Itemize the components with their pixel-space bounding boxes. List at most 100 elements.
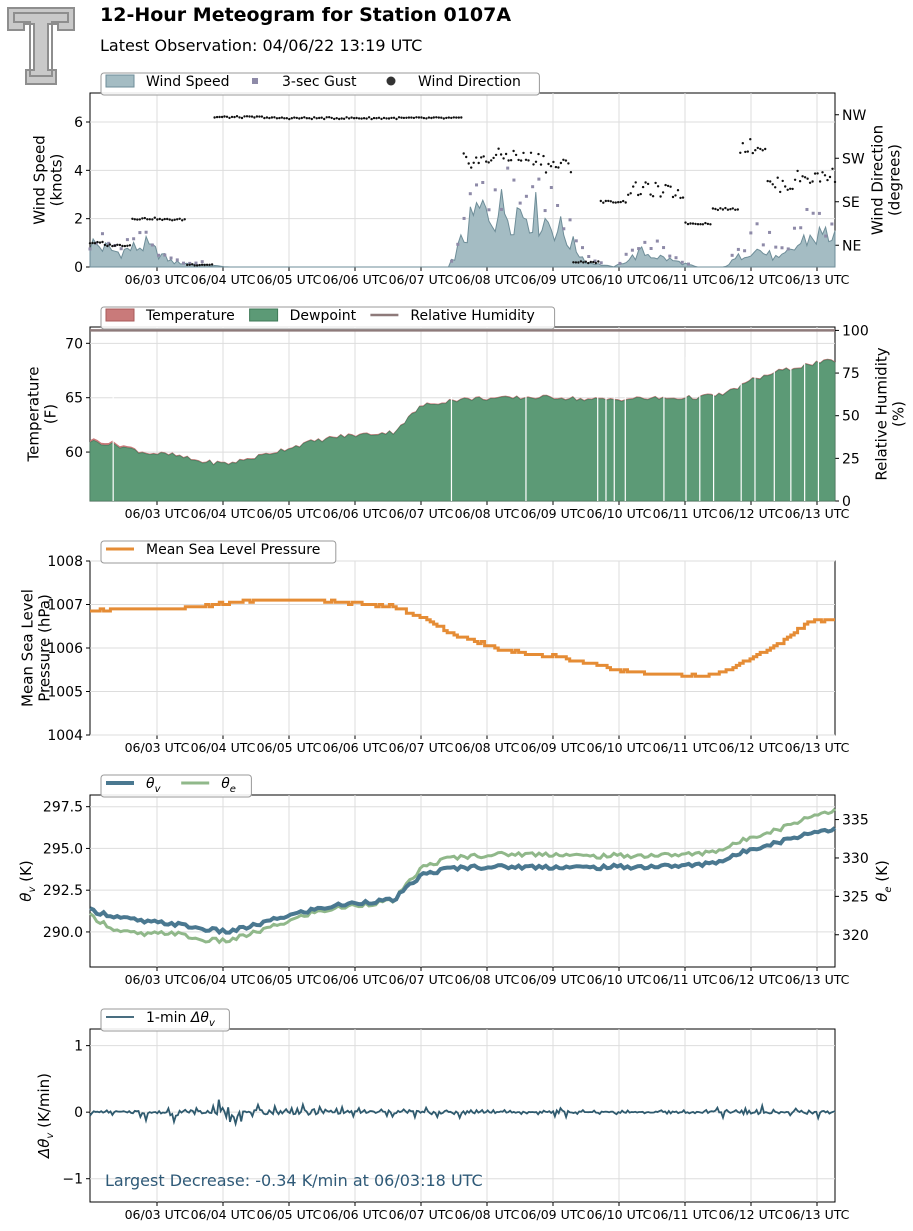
wind-direction-point (138, 218, 141, 221)
wind-direction-point (527, 159, 530, 162)
gust-point (593, 259, 597, 263)
wind-direction-point (417, 116, 421, 119)
legend-box (100, 1008, 230, 1032)
gust-point (662, 246, 666, 250)
gust-point (556, 203, 560, 207)
x-tick-label: 06/09 UTC (521, 740, 586, 755)
wind-direction-point (694, 222, 697, 226)
wind-direction-point (587, 261, 590, 265)
wind-direction-point (714, 207, 717, 211)
wind-direction-point (283, 117, 286, 120)
legend-swatch (386, 76, 396, 86)
wind-direction-point (228, 116, 231, 120)
wind-direction-point (828, 175, 832, 179)
wind-direction-point (739, 151, 742, 154)
wind-direction-point (118, 243, 122, 247)
legend-swatch (105, 308, 135, 322)
gust-point (88, 247, 92, 251)
y-axis-label-delta-theta: Δθv (K/min) (35, 1073, 56, 1159)
x-tick-label: 06/05 UTC (257, 1207, 322, 1222)
x-tick-label: 06/08 UTC (455, 740, 520, 755)
wind-direction-point (485, 160, 488, 163)
wind-direction-point (624, 201, 627, 204)
wind-direction-point (567, 162, 570, 165)
wind-direction-point (280, 116, 284, 119)
wind-direction-point (751, 151, 754, 155)
wind-direction-point (480, 156, 483, 159)
wind-direction-point (323, 117, 326, 121)
wind-direction-point (646, 182, 650, 186)
wind-direction-point (749, 138, 752, 141)
wind-direction-point (589, 260, 592, 264)
gust-point (581, 246, 585, 250)
y-axis-label-theta-v-line: θv (K) (17, 860, 38, 901)
wind-direction-point (572, 261, 575, 264)
gust-point (736, 247, 740, 251)
wind-direction-point (442, 117, 445, 120)
gust-point (524, 194, 528, 198)
wind-direction-point (255, 115, 259, 118)
wind-direction-point (191, 263, 194, 266)
gust-point (499, 207, 503, 211)
wind-direction-point (502, 157, 505, 160)
legend-box (100, 540, 337, 564)
wind-direction-point (435, 116, 438, 119)
x-tick-label: 06/11 UTC (653, 972, 718, 987)
wind-direction-point (639, 192, 642, 196)
gust-point (94, 241, 98, 245)
x-tick-label: 06/10 UTC (587, 972, 652, 987)
wind-direction-point (676, 189, 680, 192)
wind-direction-point (490, 159, 493, 162)
wind-direction-point (691, 222, 695, 225)
y-axis-label-temperature-line: (F) (42, 404, 60, 424)
legend-item: θe (181, 776, 236, 795)
wind-direction-point (699, 223, 702, 226)
wind-direction-point (240, 116, 244, 120)
legend-swatch (105, 74, 135, 88)
wind-direction-point (367, 116, 371, 119)
wind-direction-point (452, 116, 455, 119)
y2-tick-label: SW (842, 151, 865, 167)
wind-direction-point (579, 260, 583, 263)
wind-direction-point (163, 217, 166, 221)
wind-direction-point (330, 116, 333, 120)
wind-direction-point (208, 263, 211, 266)
gust-point (743, 249, 747, 253)
wind-direction-point (499, 153, 503, 156)
wind-direction-point (238, 116, 241, 119)
wind-direction-point (101, 240, 104, 244)
y2-axis-label-wind-direction-line: (degrees) (886, 144, 904, 216)
wind-direction-point (295, 116, 298, 120)
x-tick-label: 06/09 UTC (521, 272, 586, 287)
wind-direction-point (793, 178, 797, 181)
x-tick-label: 06/05 UTC (257, 272, 322, 287)
wind-direction-point (826, 178, 829, 182)
legend-item: θv (106, 776, 162, 795)
wind-direction-point (205, 263, 209, 266)
x-tick-label: 06/07 UTC (389, 740, 454, 755)
wind-direction-point (721, 208, 725, 211)
wind-direction-point (357, 117, 361, 120)
wind-direction-point (637, 193, 640, 197)
wind-direction-point (686, 222, 690, 226)
x-tick-label: 06/06 UTC (323, 1207, 388, 1222)
wind-direction-point (537, 152, 540, 156)
wind-direction-point (333, 117, 336, 121)
wind-direction-point (507, 159, 510, 162)
y2-tick-label: NW (842, 108, 866, 124)
wind-direction-point (432, 116, 435, 119)
wind-direction-point (761, 149, 764, 152)
wind-direction-point (151, 218, 154, 221)
wind-direction-point (602, 201, 605, 204)
wind-direction-point (704, 221, 707, 225)
wind-direction-point (161, 218, 164, 222)
y2-axis-label-theta-e-line: θe (K) (873, 860, 894, 902)
y2-tick-label: 335 (842, 813, 869, 829)
wind-direction-point (744, 150, 747, 154)
wind-direction-point (607, 199, 610, 203)
wind-direction-point (445, 116, 448, 120)
y-tick-label: 1006 (47, 641, 83, 657)
wind-direction-point (462, 152, 465, 155)
wind-direction-point (405, 116, 408, 120)
y2-tick-label: 320 (842, 928, 869, 944)
